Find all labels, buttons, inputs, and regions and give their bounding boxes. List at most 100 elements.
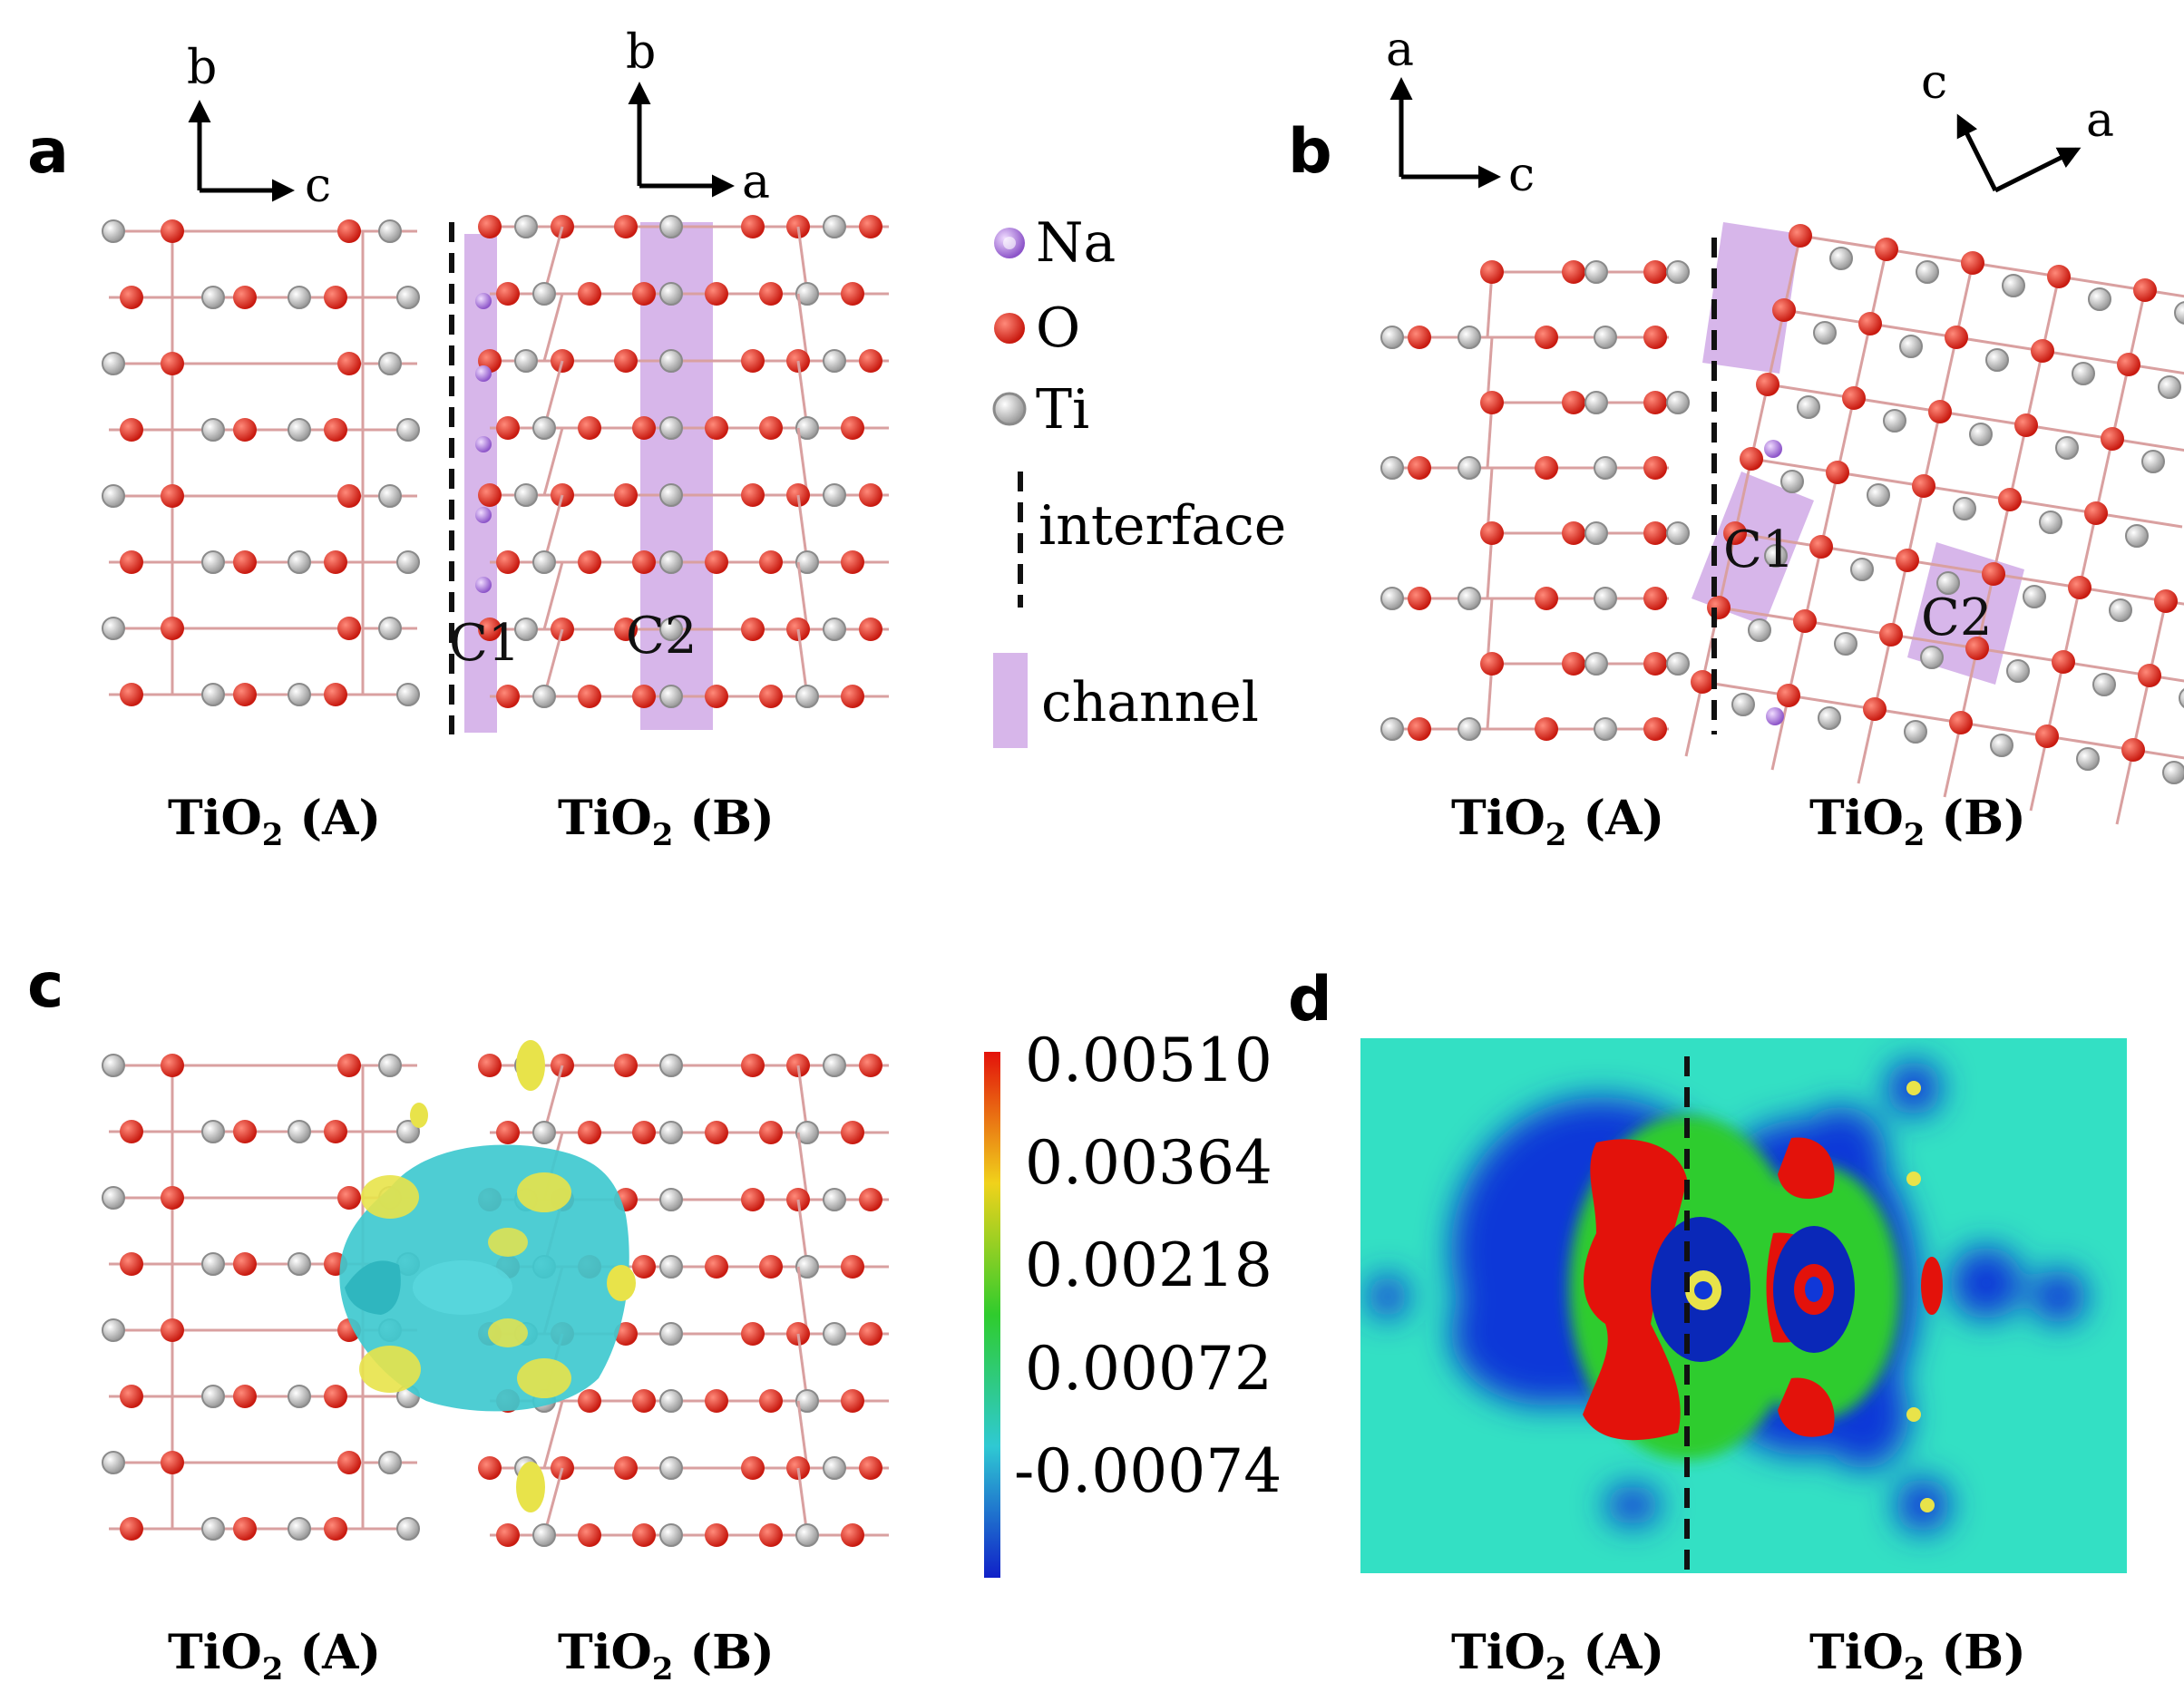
titanium-atom xyxy=(1969,423,1993,446)
panel-b: b a c c a C1 C2 TiO2 (A) TiO2 (B) xyxy=(1288,23,2184,853)
oxygen-atom xyxy=(324,1385,347,1408)
oxygen-atom xyxy=(741,1322,765,1346)
bond xyxy=(1868,248,1888,325)
titanium-atom xyxy=(795,550,819,574)
oxygen-atom xyxy=(841,685,864,708)
oxygen-atom xyxy=(578,1523,601,1547)
oxygen-atom xyxy=(1772,298,1796,322)
oxygen-atom xyxy=(233,1120,257,1143)
oxygen-atom xyxy=(1809,535,1833,559)
bond xyxy=(2165,599,2184,606)
titanium-atom xyxy=(823,1322,846,1346)
titanium-atom xyxy=(659,483,683,507)
titanium-atom xyxy=(1829,247,1853,270)
oxygen-atom xyxy=(741,1054,765,1077)
caption-tio2-a: TiO2 (A) xyxy=(1451,1625,1664,1687)
titanium-atom xyxy=(532,1121,556,1144)
titanium-atom xyxy=(1380,717,1404,741)
legend-label-interface: interface xyxy=(1038,494,1286,558)
titanium-atom xyxy=(102,617,125,640)
oxygen-atom xyxy=(859,215,882,238)
titanium-atom xyxy=(659,550,683,574)
channel-c1 xyxy=(464,234,497,733)
oxygen-atom xyxy=(496,685,520,708)
titanium-atom xyxy=(2088,287,2111,311)
oxygen-atom xyxy=(496,1523,520,1547)
titanium-atom xyxy=(1666,391,1690,414)
bond xyxy=(2111,364,2130,440)
titanium-atom xyxy=(1818,706,1841,730)
oxygen-atom xyxy=(1912,474,1935,498)
oxygen-atom xyxy=(1896,549,1919,572)
titanium-atom xyxy=(288,1517,311,1541)
titanium-atom xyxy=(2002,274,2025,297)
bond xyxy=(2148,600,2168,676)
caption-tio2-a: TiO2 (A) xyxy=(168,1625,381,1687)
titanium-atom xyxy=(1764,544,1788,568)
oxygen-atom xyxy=(478,617,502,641)
titanium-atom xyxy=(532,416,556,440)
bond xyxy=(2094,438,2114,514)
oxygen-atom xyxy=(233,1385,257,1408)
oxygen-atom xyxy=(1842,386,1866,410)
titanium-atom xyxy=(795,1255,819,1279)
oxygen-atom xyxy=(1982,562,2005,586)
oxygen-atom xyxy=(337,1186,361,1210)
titanium-atom xyxy=(659,416,683,440)
titanium-atom xyxy=(201,1385,225,1408)
oxygen-atom xyxy=(161,617,184,640)
oxygen-atom xyxy=(1875,238,1898,261)
bond xyxy=(1788,694,1876,711)
oxygen-atom xyxy=(1643,652,1667,676)
titanium-atom xyxy=(532,1523,556,1547)
oxygen-atom xyxy=(614,349,638,373)
oxygen-atom xyxy=(705,685,728,708)
bond xyxy=(1857,708,1877,784)
titanium-atom xyxy=(795,416,819,440)
axes-indicator-a-right: b a xyxy=(626,25,770,209)
bond xyxy=(796,1266,809,1335)
titanium-atom xyxy=(823,617,846,641)
titanium-atom xyxy=(1380,456,1404,480)
panel-d: d xyxy=(1288,964,2127,1687)
titanium-atom xyxy=(823,1188,846,1211)
legend-swatch-o xyxy=(994,313,1025,344)
oxygen-atom xyxy=(120,1385,143,1408)
titanium-atom xyxy=(1867,483,1890,507)
titanium-atom xyxy=(102,484,125,508)
oxygen-atom xyxy=(2084,501,2108,525)
titanium-atom xyxy=(201,683,225,706)
oxygen-atom xyxy=(632,1523,656,1547)
oxygen-atom xyxy=(324,286,347,309)
oxygen-atom xyxy=(741,1188,765,1211)
oxygen-atom xyxy=(1945,326,1968,349)
oxygen-atom xyxy=(478,483,502,507)
bond xyxy=(1766,309,1786,385)
titanium-atom xyxy=(659,1188,683,1211)
titanium-atom xyxy=(1916,260,1939,284)
oxygen-atom xyxy=(1408,456,1431,480)
bond xyxy=(796,293,809,362)
channel-label-c2: C2 xyxy=(1921,588,1992,647)
oxygen-atom xyxy=(741,483,765,507)
titanium-atom xyxy=(659,1322,683,1346)
oxygen-atom xyxy=(324,550,347,574)
oxygen-atom xyxy=(1480,652,1504,676)
bond xyxy=(2062,587,2082,663)
channel-c1 xyxy=(1702,222,1800,374)
oxygen-atom xyxy=(233,286,257,309)
titanium-atom xyxy=(1594,326,1617,349)
titanium-atom xyxy=(1666,521,1690,545)
bond xyxy=(796,1400,809,1469)
bond xyxy=(1976,647,2064,664)
oxygen-atom xyxy=(1562,391,1585,414)
oxygen-atom xyxy=(233,683,257,706)
oxygen-atom xyxy=(1949,711,1973,734)
oxygen-atom xyxy=(578,282,601,306)
oxygen-atom xyxy=(614,483,638,507)
oxygen-atom xyxy=(2154,589,2178,613)
bond xyxy=(1718,606,1806,623)
titanium-atom xyxy=(1850,558,1874,581)
titanium-atom xyxy=(201,1252,225,1276)
oxygen-atom xyxy=(233,1517,257,1541)
